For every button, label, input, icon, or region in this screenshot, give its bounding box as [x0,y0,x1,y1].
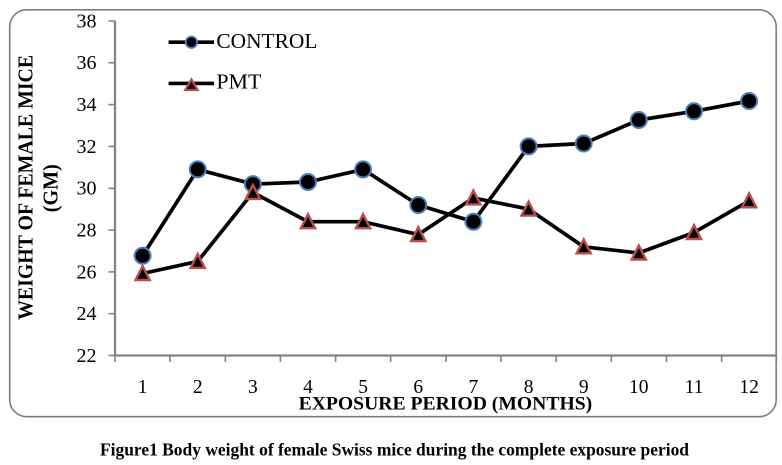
svg-text:34: 34 [77,94,97,116]
svg-text:32: 32 [77,136,97,158]
svg-text:24: 24 [77,303,97,325]
svg-text:28: 28 [77,220,97,242]
svg-text:3: 3 [248,377,258,398]
svg-text:12: 12 [739,377,759,398]
svg-text:9: 9 [579,377,589,398]
svg-text:6: 6 [413,377,423,398]
svg-text:26: 26 [77,261,97,283]
svg-text:EXPOSURE PERIOD (MONTHS): EXPOSURE PERIOD (MONTHS) [299,394,593,415]
svg-text:2: 2 [193,377,203,398]
svg-text:PMT: PMT [216,70,261,94]
svg-text:Figure1 Body weight of female: Figure1 Body weight of female Swiss mice… [100,440,689,460]
svg-text:CONTROL: CONTROL [216,29,317,53]
svg-text:(GM): (GM) [39,164,63,212]
svg-text:WEIGHT OF FEMALE MICE: WEIGHT OF FEMALE MICE [14,55,38,320]
svg-text:30: 30 [77,178,97,200]
svg-text:1: 1 [138,377,148,398]
svg-text:4: 4 [303,377,313,398]
svg-text:36: 36 [77,52,97,74]
svg-text:10: 10 [629,377,649,398]
svg-text:7: 7 [469,377,479,398]
svg-text:8: 8 [524,377,534,398]
svg-text:11: 11 [685,377,704,398]
svg-text:22: 22 [77,345,97,367]
svg-text:38: 38 [77,10,97,32]
svg-text:5: 5 [358,377,368,398]
